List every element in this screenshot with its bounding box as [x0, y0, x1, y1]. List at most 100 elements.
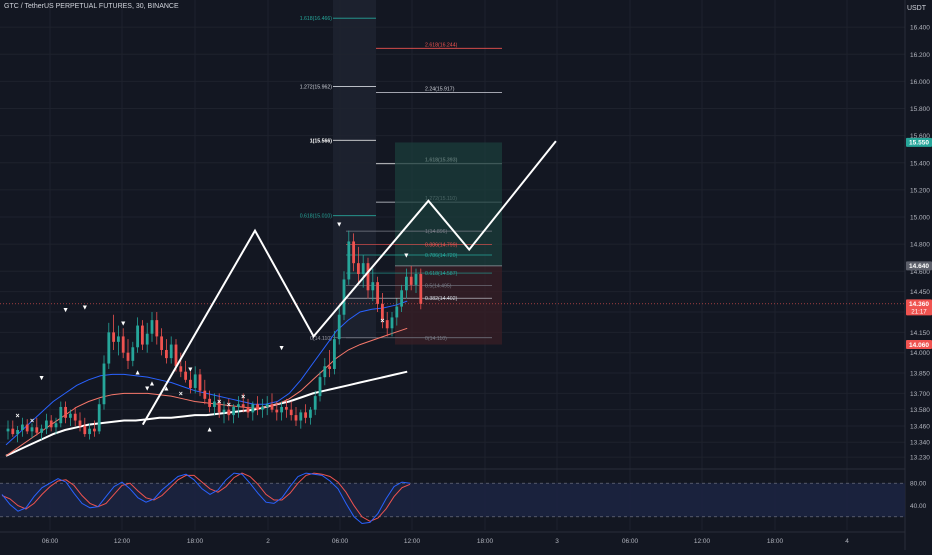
signal-marker: ▼ [336, 222, 343, 229]
y-tick-label: 15.200 [910, 187, 930, 194]
candle-body [222, 409, 226, 413]
fib-retracement-label: 0.5(14.495) [425, 284, 452, 290]
fib-retracement-label: 0.886(14.799) [425, 242, 458, 248]
candle-body [11, 428, 15, 435]
fib-retracement-label: 0.786(14.720) [425, 253, 458, 259]
signal-marker: ▲ [163, 386, 170, 393]
y-tick-label: 14.150 [910, 330, 930, 337]
stoch-k-line [1, 472, 411, 525]
candle-body [107, 332, 111, 364]
candle-body [337, 314, 341, 340]
price-label: 14.640 [909, 263, 929, 270]
x-tick-label: 12:00 [404, 538, 421, 545]
candle-body [261, 406, 264, 410]
candle-body [217, 401, 221, 413]
candle-body [390, 317, 394, 329]
price-label-box [906, 137, 932, 147]
fib-retracement-label: 0(14.110) [310, 336, 332, 342]
candle-body [342, 279, 346, 315]
y-tick-label: 15.000 [910, 215, 930, 222]
candle-body [88, 428, 91, 435]
candle-body [21, 424, 24, 431]
signal-marker: ▼ [144, 386, 151, 393]
candle-body [213, 401, 216, 407]
x-tick-label: 12:00 [114, 538, 131, 545]
fib-extension-label: 2.24(15.917) [425, 87, 455, 93]
fib-large-label: 0(14.110) [310, 336, 332, 342]
countdown-label: 21:17 [911, 308, 927, 315]
candle-body [265, 404, 269, 407]
y-tick-label: 14.600 [910, 269, 930, 276]
candle-body [40, 428, 43, 433]
pattern-drawing [141, 140, 557, 426]
candle-body [361, 263, 365, 275]
candle-body [237, 404, 240, 407]
candle-body [256, 404, 259, 410]
candle-body [376, 282, 379, 304]
candle-body [184, 371, 187, 380]
x-tick-label: 06:00 [622, 538, 639, 545]
candle-body [381, 303, 384, 321]
candle-body [328, 366, 331, 369]
candle-body [405, 276, 408, 291]
candle-body [35, 427, 39, 433]
candle-body [309, 409, 312, 418]
candle-body [318, 377, 322, 397]
candle-body [385, 320, 389, 329]
candle-body [323, 366, 327, 378]
signal-marker: ▼ [38, 375, 45, 382]
fib-retracement-label: 0(14.110) [425, 336, 447, 342]
x-tick-label: 06:00 [332, 538, 349, 545]
y-tick-label: 13.460 [910, 423, 930, 430]
stoch-d-line [1, 472, 411, 522]
candle-body [419, 274, 423, 304]
x-tick-label: 4 [845, 538, 849, 545]
candle-body [241, 404, 245, 407]
price-label-box [906, 261, 932, 271]
x-tick-label: 18:00 [187, 538, 204, 545]
candle-body [246, 406, 250, 413]
candle-body [299, 412, 303, 421]
fib-retracement-label: 0.382(14.402) [425, 296, 458, 302]
signal-marker: ▼ [81, 304, 88, 311]
candle-body [16, 430, 19, 435]
candle-body [251, 404, 255, 413]
candle-body [280, 406, 283, 413]
y-tick-label: 15.400 [910, 160, 930, 167]
stoch-level-label: 80.00 [910, 481, 927, 488]
y-tick-label: 15.600 [910, 133, 930, 140]
candle-body [357, 263, 360, 275]
signal-marker: ▼ [62, 307, 69, 314]
signal-marker: ▲ [206, 426, 213, 433]
signal-marker: ▼ [187, 367, 194, 374]
signal-marker: × [227, 402, 231, 409]
symbol-title: GTC / TetherUS PERPETUAL FUTURES, 30, BI… [4, 3, 179, 10]
x-tick-label: 18:00 [477, 538, 494, 545]
x-tick-label: 3 [555, 538, 559, 545]
candle-body [313, 396, 317, 410]
candle-body [45, 420, 48, 429]
y-tick-label: 13.340 [910, 440, 930, 447]
candle-body [285, 406, 288, 410]
candle-body [150, 320, 154, 334]
fib-retracement-label: 1(14.896) [425, 229, 447, 235]
candle-body [400, 290, 403, 307]
y-tick-label: 14.800 [910, 242, 930, 249]
currency-label: USDT [906, 5, 926, 12]
signal-marker: ▼ [120, 321, 127, 328]
y-tick-label: 13.850 [910, 371, 930, 378]
fib-large-label: 1(15.566) [310, 138, 332, 144]
candle-body [198, 374, 202, 391]
candle-body [174, 344, 178, 367]
signal-marker: × [217, 399, 221, 406]
ma-mid-line [5, 327, 408, 457]
candle-body [165, 349, 168, 359]
candle-body [25, 424, 29, 432]
signal-marker: ▼ [403, 253, 410, 260]
signal-marker: × [179, 391, 183, 398]
signal-marker: ▲ [149, 380, 156, 387]
signal-marker: × [16, 413, 20, 420]
y-tick-label: 13.580 [910, 407, 930, 414]
candle-body [73, 413, 77, 421]
